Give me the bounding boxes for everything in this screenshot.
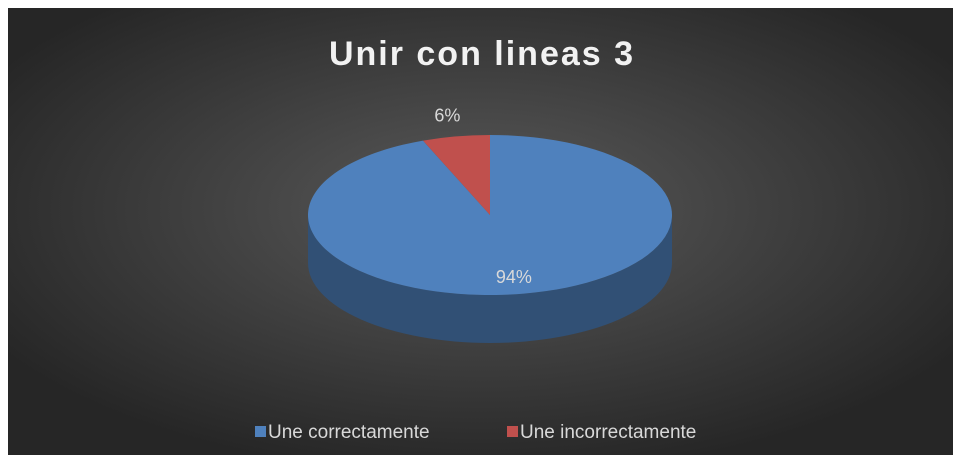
legend-swatch <box>507 426 518 437</box>
data-label: 6% <box>434 106 460 126</box>
chart-title: Unir con lineas 3 <box>329 35 635 73</box>
legend: Une correctamente Une incorrectamente <box>255 422 696 443</box>
pie-slice-side <box>308 215 672 343</box>
legend-label: Une correctamente <box>268 422 430 443</box>
pie-slice <box>308 135 672 296</box>
legend-swatch <box>255 426 266 437</box>
legend-label: Une incorrectamente <box>520 422 696 443</box>
pie: 94% 6% <box>308 106 672 343</box>
data-label: 94% <box>496 267 532 287</box>
pie-slice <box>423 135 490 215</box>
